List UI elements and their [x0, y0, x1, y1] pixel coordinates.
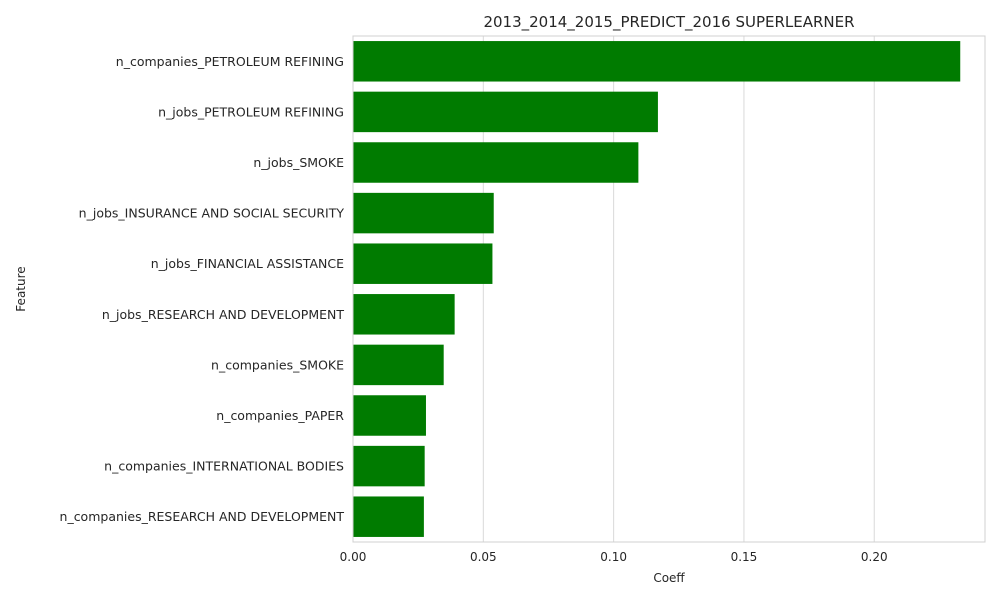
bar	[353, 91, 658, 133]
x-tick-label: 0.00	[340, 550, 367, 564]
category-label: n_jobs_PETROLEUM REFINING	[158, 104, 344, 119]
category-label: n_jobs_INSURANCE AND SOCIAL SECURITY	[79, 206, 345, 221]
category-label: n_jobs_RESEARCH AND DEVELOPMENT	[102, 307, 345, 322]
bar	[353, 294, 455, 335]
plot-frame	[352, 35, 986, 543]
x-axis-label: Coeff	[653, 571, 685, 585]
y-axis-label: Feature	[14, 266, 28, 311]
category-labels: n_companies_PETROLEUM REFINING n_jobs_PET…	[60, 54, 345, 524]
bar	[353, 496, 424, 537]
bars	[353, 41, 961, 537]
category-label: n_jobs_SMOKE	[253, 155, 344, 170]
category-label: n_companies_INTERNATIONAL BODIES	[104, 459, 344, 474]
category-label: n_jobs_FINANCIAL ASSISTANCE	[151, 256, 344, 271]
x-ticks: 0.00 0.05 0.10 0.15 0.20	[340, 550, 888, 564]
chart-title: 2013_2014_2015_PREDICT_2016 SUPERLEARNER	[483, 13, 854, 32]
x-tick-label: 0.20	[861, 550, 888, 564]
bar	[353, 192, 494, 234]
category-label: n_companies_RESEARCH AND DEVELOPMENT	[60, 509, 345, 524]
x-tick-label: 0.05	[470, 550, 497, 564]
x-tick-label: 0.15	[731, 550, 758, 564]
x-tick-label: 0.10	[600, 550, 627, 564]
category-label: n_companies_PAPER	[216, 408, 344, 423]
bar	[353, 142, 639, 183]
category-label: n_companies_SMOKE	[211, 357, 344, 372]
bar	[353, 445, 425, 487]
bar	[353, 243, 493, 284]
bar	[353, 41, 961, 82]
bar	[353, 344, 444, 386]
category-label: n_companies_PETROLEUM REFINING	[116, 54, 344, 69]
bar	[353, 395, 426, 436]
